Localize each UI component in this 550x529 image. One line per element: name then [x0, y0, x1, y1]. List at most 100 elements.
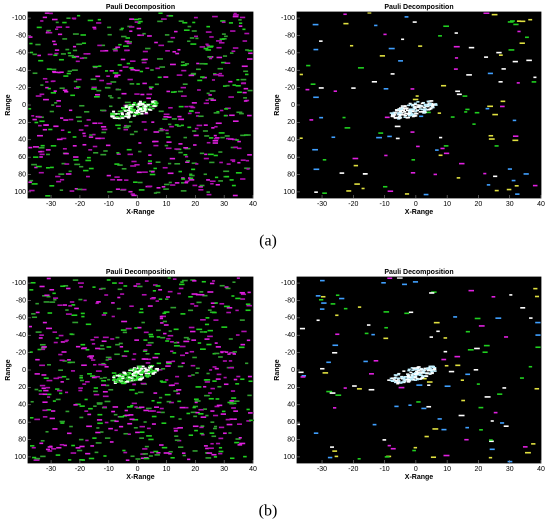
speckle: [158, 12, 163, 14]
speckle: [61, 162, 66, 165]
speckle: [207, 335, 213, 338]
speckle: [100, 384, 106, 386]
speckle: [100, 125, 107, 128]
speckle: [464, 111, 468, 113]
speckle: [69, 361, 76, 364]
target-pixel: [144, 368, 148, 371]
target-pixel: [421, 371, 425, 374]
speckle: [300, 376, 306, 378]
speckle: [139, 425, 146, 428]
speckle: [236, 423, 242, 425]
target-pixel: [391, 377, 395, 379]
speckle: [320, 367, 325, 370]
speckle: [187, 338, 191, 340]
speckle: [218, 72, 223, 75]
target-pixel: [127, 378, 131, 381]
speckle: [384, 154, 388, 157]
speckle: [98, 363, 104, 366]
speckle: [72, 145, 77, 147]
speckle: [333, 90, 337, 92]
speckle: [137, 285, 143, 288]
speckle: [230, 159, 236, 161]
speckle: [373, 359, 379, 362]
speckle: [486, 184, 491, 186]
target-pixel: [118, 373, 122, 376]
speckle: [320, 279, 325, 282]
speckle: [218, 450, 224, 453]
speckle: [105, 144, 111, 147]
speckle: [179, 283, 185, 286]
speckle: [177, 115, 182, 118]
speckle: [206, 343, 212, 346]
speckle: [220, 136, 225, 139]
speckle: [61, 375, 67, 378]
speckle: [142, 82, 147, 85]
speckle: [132, 383, 137, 386]
speckle: [404, 312, 410, 315]
speckle: [508, 49, 515, 51]
speckle: [96, 301, 101, 303]
speckle: [174, 439, 180, 442]
speckle: [175, 341, 180, 344]
speckle: [55, 21, 59, 24]
y-tick-label: 60: [18, 419, 26, 426]
speckle: [245, 362, 249, 365]
speckle: [516, 82, 520, 84]
speckle: [143, 339, 148, 341]
speckle: [429, 292, 435, 294]
speckle: [383, 33, 387, 36]
speckle: [184, 155, 189, 158]
speckle: [130, 68, 136, 71]
speckle: [68, 459, 72, 461]
speckle: [194, 400, 201, 402]
y-tick-label: 80: [18, 436, 26, 443]
speckle: [229, 400, 234, 402]
speckle: [42, 16, 48, 19]
speckle: [138, 189, 145, 191]
speckle: [234, 441, 240, 444]
speckle: [126, 62, 131, 65]
speckle: [160, 336, 166, 339]
speckle: [213, 154, 218, 157]
speckle: [158, 289, 163, 291]
speckle: [156, 451, 161, 454]
speckle: [35, 358, 40, 361]
speckle: [177, 48, 181, 51]
speckle: [218, 437, 224, 440]
speckle: [104, 437, 111, 439]
speckle: [125, 327, 132, 330]
speckle: [164, 144, 169, 147]
speckle: [453, 68, 458, 70]
speckle: [168, 15, 174, 17]
speckle: [35, 311, 40, 314]
speckle: [100, 344, 104, 347]
speckle: [125, 125, 131, 127]
speckle: [116, 179, 123, 181]
target-pixel: [134, 369, 138, 372]
target-pixel: [149, 370, 153, 373]
speckle: [240, 178, 246, 180]
speckle: [79, 165, 84, 168]
speckle: [170, 350, 174, 353]
speckle: [59, 443, 65, 446]
speckle: [422, 377, 427, 380]
speckle: [238, 19, 242, 21]
speckle: [140, 34, 145, 37]
speckle: [91, 376, 97, 379]
target-pixel: [146, 376, 150, 378]
speckle: [227, 353, 231, 355]
speckle: [199, 62, 205, 65]
speckle: [98, 65, 102, 67]
speckle: [169, 125, 174, 128]
target-pixel: [406, 377, 410, 380]
speckle: [174, 382, 179, 385]
speckle: [207, 329, 213, 332]
speckle: [56, 105, 61, 108]
target-pixel: [426, 367, 430, 369]
speckle: [335, 294, 340, 297]
speckle: [92, 437, 97, 439]
speckle: [52, 40, 56, 43]
speckle: [228, 360, 233, 362]
speckle: [193, 144, 197, 146]
speckle: [489, 440, 494, 443]
